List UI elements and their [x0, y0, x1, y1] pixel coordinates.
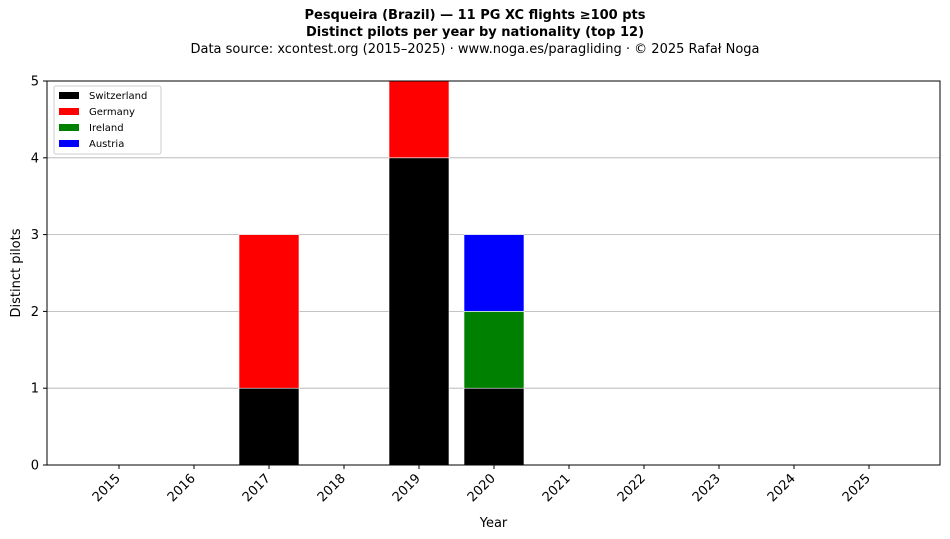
legend-swatch — [59, 140, 79, 147]
legend: Switzerland Germany Ireland Austria — [53, 85, 162, 155]
x-tick-label: 2021 — [540, 471, 574, 505]
y-tick-label: 0 — [31, 459, 39, 474]
bars — [238, 80, 525, 466]
x-tick-label: 2016 — [165, 471, 199, 505]
y-tick-label: 2 — [31, 305, 39, 320]
chart-title-block: Pesqueira (Brazil) — 11 PG XC flights ≥1… — [0, 7, 950, 58]
legend-label: Switzerland — [89, 91, 147, 102]
x-tick-label: 2022 — [615, 471, 649, 505]
x-tick-label: 2018 — [315, 471, 349, 505]
legend-swatch — [59, 108, 79, 115]
x-tick-label: 2015 — [90, 471, 124, 505]
x-axis-label: Year — [479, 516, 508, 531]
x-tick-label: 2019 — [390, 471, 424, 505]
legend-swatch — [59, 92, 79, 99]
legend-swatch — [59, 124, 79, 131]
bar-segment — [463, 234, 525, 312]
chart-source-note: Data source: xcontest.org (2015–2025) · … — [190, 42, 760, 57]
y-tick-label: 1 — [31, 382, 39, 397]
y-tick-label: 5 — [31, 75, 39, 90]
legend-label: Germany — [89, 107, 135, 118]
y-tick-label: 4 — [31, 151, 39, 166]
legend-label: Austria — [89, 139, 124, 150]
x-tick-label: 2020 — [465, 471, 499, 505]
legend-box — [53, 85, 162, 155]
y-tick-label: 3 — [31, 228, 39, 243]
x-tick-label: 2024 — [765, 471, 799, 505]
bar-segment — [238, 387, 300, 466]
bar-segment — [238, 234, 300, 389]
chart-subtitle: Distinct pilots per year by nationality … — [305, 25, 645, 40]
bar-segment — [388, 80, 450, 159]
chart-title: Pesqueira (Brazil) — 11 PG XC flights ≥1… — [304, 8, 646, 23]
x-tick-label: 2025 — [840, 471, 874, 505]
x-tick-label: 2017 — [240, 471, 274, 505]
bar-segment — [463, 387, 525, 466]
bar-segment — [388, 157, 450, 466]
bar-segment — [463, 311, 525, 389]
y-axis-label: Distinct pilots — [9, 228, 24, 317]
legend-label: Ireland — [89, 123, 124, 134]
x-tick-label: 2023 — [690, 471, 724, 505]
